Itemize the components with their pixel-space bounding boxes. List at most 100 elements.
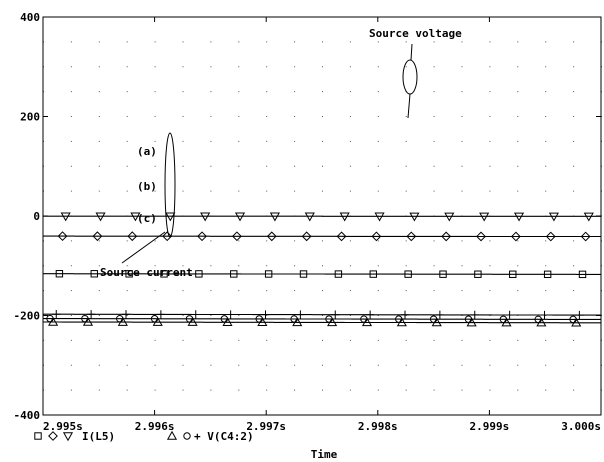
plus-marker xyxy=(365,310,375,319)
voltage-circle-trace xyxy=(43,318,601,320)
plus-marker xyxy=(261,310,270,319)
up-triangle-marker xyxy=(152,316,163,326)
diamond-marker xyxy=(580,231,591,242)
down-triangle-marker xyxy=(583,212,594,222)
source-current-label: Source current xyxy=(100,266,193,279)
diamond-marker xyxy=(510,231,521,242)
diamond-marker xyxy=(336,231,347,242)
diamond-marker xyxy=(406,231,417,242)
source-voltage-label: Source voltage xyxy=(369,27,462,40)
plus-marker xyxy=(226,310,235,319)
legend-circle-icon xyxy=(183,432,191,440)
up-triangle-marker xyxy=(292,317,303,327)
x-tick-label: 3.000s xyxy=(561,420,601,433)
square-marker xyxy=(578,270,587,279)
current-a-square-trace xyxy=(43,273,601,275)
square-marker xyxy=(230,270,238,278)
label-c: (c) xyxy=(137,212,157,225)
x-tick-label: 2.995s xyxy=(43,420,83,433)
diamond-marker xyxy=(162,231,173,242)
up-triangle-marker xyxy=(571,317,582,327)
down-triangle-marker xyxy=(339,212,350,222)
plus-marker xyxy=(191,310,200,319)
x-tick-label: 2.997s xyxy=(246,420,286,433)
plus-marker xyxy=(470,310,479,320)
square-marker xyxy=(195,270,203,278)
square-marker xyxy=(509,270,517,278)
square-marker xyxy=(90,270,98,278)
up-triangle-marker xyxy=(327,317,338,327)
up-triangle-marker xyxy=(48,316,59,326)
down-triangle-marker xyxy=(165,212,176,222)
plus-marker xyxy=(296,310,305,319)
diamond-marker xyxy=(231,231,242,242)
legend-voltage-label: + V(C4:2) xyxy=(194,430,254,443)
source-current-leader xyxy=(121,231,166,264)
plus-marker xyxy=(156,310,166,319)
up-triangle-marker xyxy=(361,317,373,327)
source-current-ellipse xyxy=(164,132,176,238)
voltage-up-triangle-trace xyxy=(43,321,601,324)
y-tick-label: 200 xyxy=(20,111,40,124)
plus-marker xyxy=(435,310,445,320)
diamond-marker xyxy=(301,231,312,242)
down-triangle-marker xyxy=(409,212,420,222)
plus-marker xyxy=(52,310,61,319)
diamond-marker xyxy=(127,231,138,242)
square-marker xyxy=(474,270,482,278)
down-triangle-marker xyxy=(479,212,490,222)
up-triangle-marker xyxy=(187,317,198,326)
plus-marker xyxy=(86,310,96,319)
up-triangle-marker xyxy=(257,317,268,327)
down-triangle-marker xyxy=(234,212,246,222)
square-marker xyxy=(543,270,552,279)
square-marker xyxy=(369,270,377,278)
down-triangle-marker xyxy=(304,212,315,222)
x-axis-title: Time xyxy=(311,448,338,461)
down-triangle-marker xyxy=(548,212,559,222)
plus-marker xyxy=(331,310,340,319)
label-b: (b) xyxy=(137,180,157,193)
up-triangle-marker xyxy=(536,317,547,327)
down-triangle-marker xyxy=(60,212,71,222)
down-triangle-marker xyxy=(444,212,455,222)
source-voltage-ellipse xyxy=(402,59,418,95)
plus-marker xyxy=(400,310,410,320)
down-triangle-marker xyxy=(200,212,211,222)
up-triangle-marker xyxy=(466,317,477,327)
up-triangle-marker xyxy=(396,317,407,327)
annotations: Source voltage (a) (b) (c) Source current xyxy=(100,27,462,279)
down-triangle-marker xyxy=(130,212,141,222)
square-marker xyxy=(55,270,64,278)
diamond-marker xyxy=(371,231,382,242)
diamond-marker xyxy=(57,231,68,242)
up-triangle-marker xyxy=(82,316,94,326)
down-triangle-marker xyxy=(269,212,280,222)
y-tick-label: -400 xyxy=(14,409,41,422)
down-triangle-marker xyxy=(374,212,385,222)
diamond-marker xyxy=(197,231,207,242)
up-triangle-marker xyxy=(222,317,233,326)
up-triangle-marker xyxy=(501,317,512,327)
legend-square-icon xyxy=(34,432,42,440)
square-marker xyxy=(160,270,168,278)
down-triangle-marker xyxy=(95,212,106,222)
plus-marker xyxy=(540,310,549,320)
x-tick-label: 2.998s xyxy=(358,420,398,433)
square-marker xyxy=(125,270,133,278)
square-marker xyxy=(334,270,343,278)
x-tick-label: 2.999s xyxy=(470,420,510,433)
y-tick-label: 400 xyxy=(20,11,40,24)
y-tick-label: -200 xyxy=(14,310,41,323)
trace-markers xyxy=(46,212,594,327)
diamond-marker xyxy=(441,231,452,242)
legend-down-triangle-icon xyxy=(62,432,74,442)
square-marker xyxy=(299,270,308,278)
legend-diamond-icon xyxy=(48,431,58,441)
down-triangle-marker xyxy=(513,212,525,222)
up-triangle-marker xyxy=(117,316,128,326)
source-voltage-leader xyxy=(410,43,413,61)
square-marker xyxy=(439,270,447,278)
square-marker xyxy=(264,270,273,278)
